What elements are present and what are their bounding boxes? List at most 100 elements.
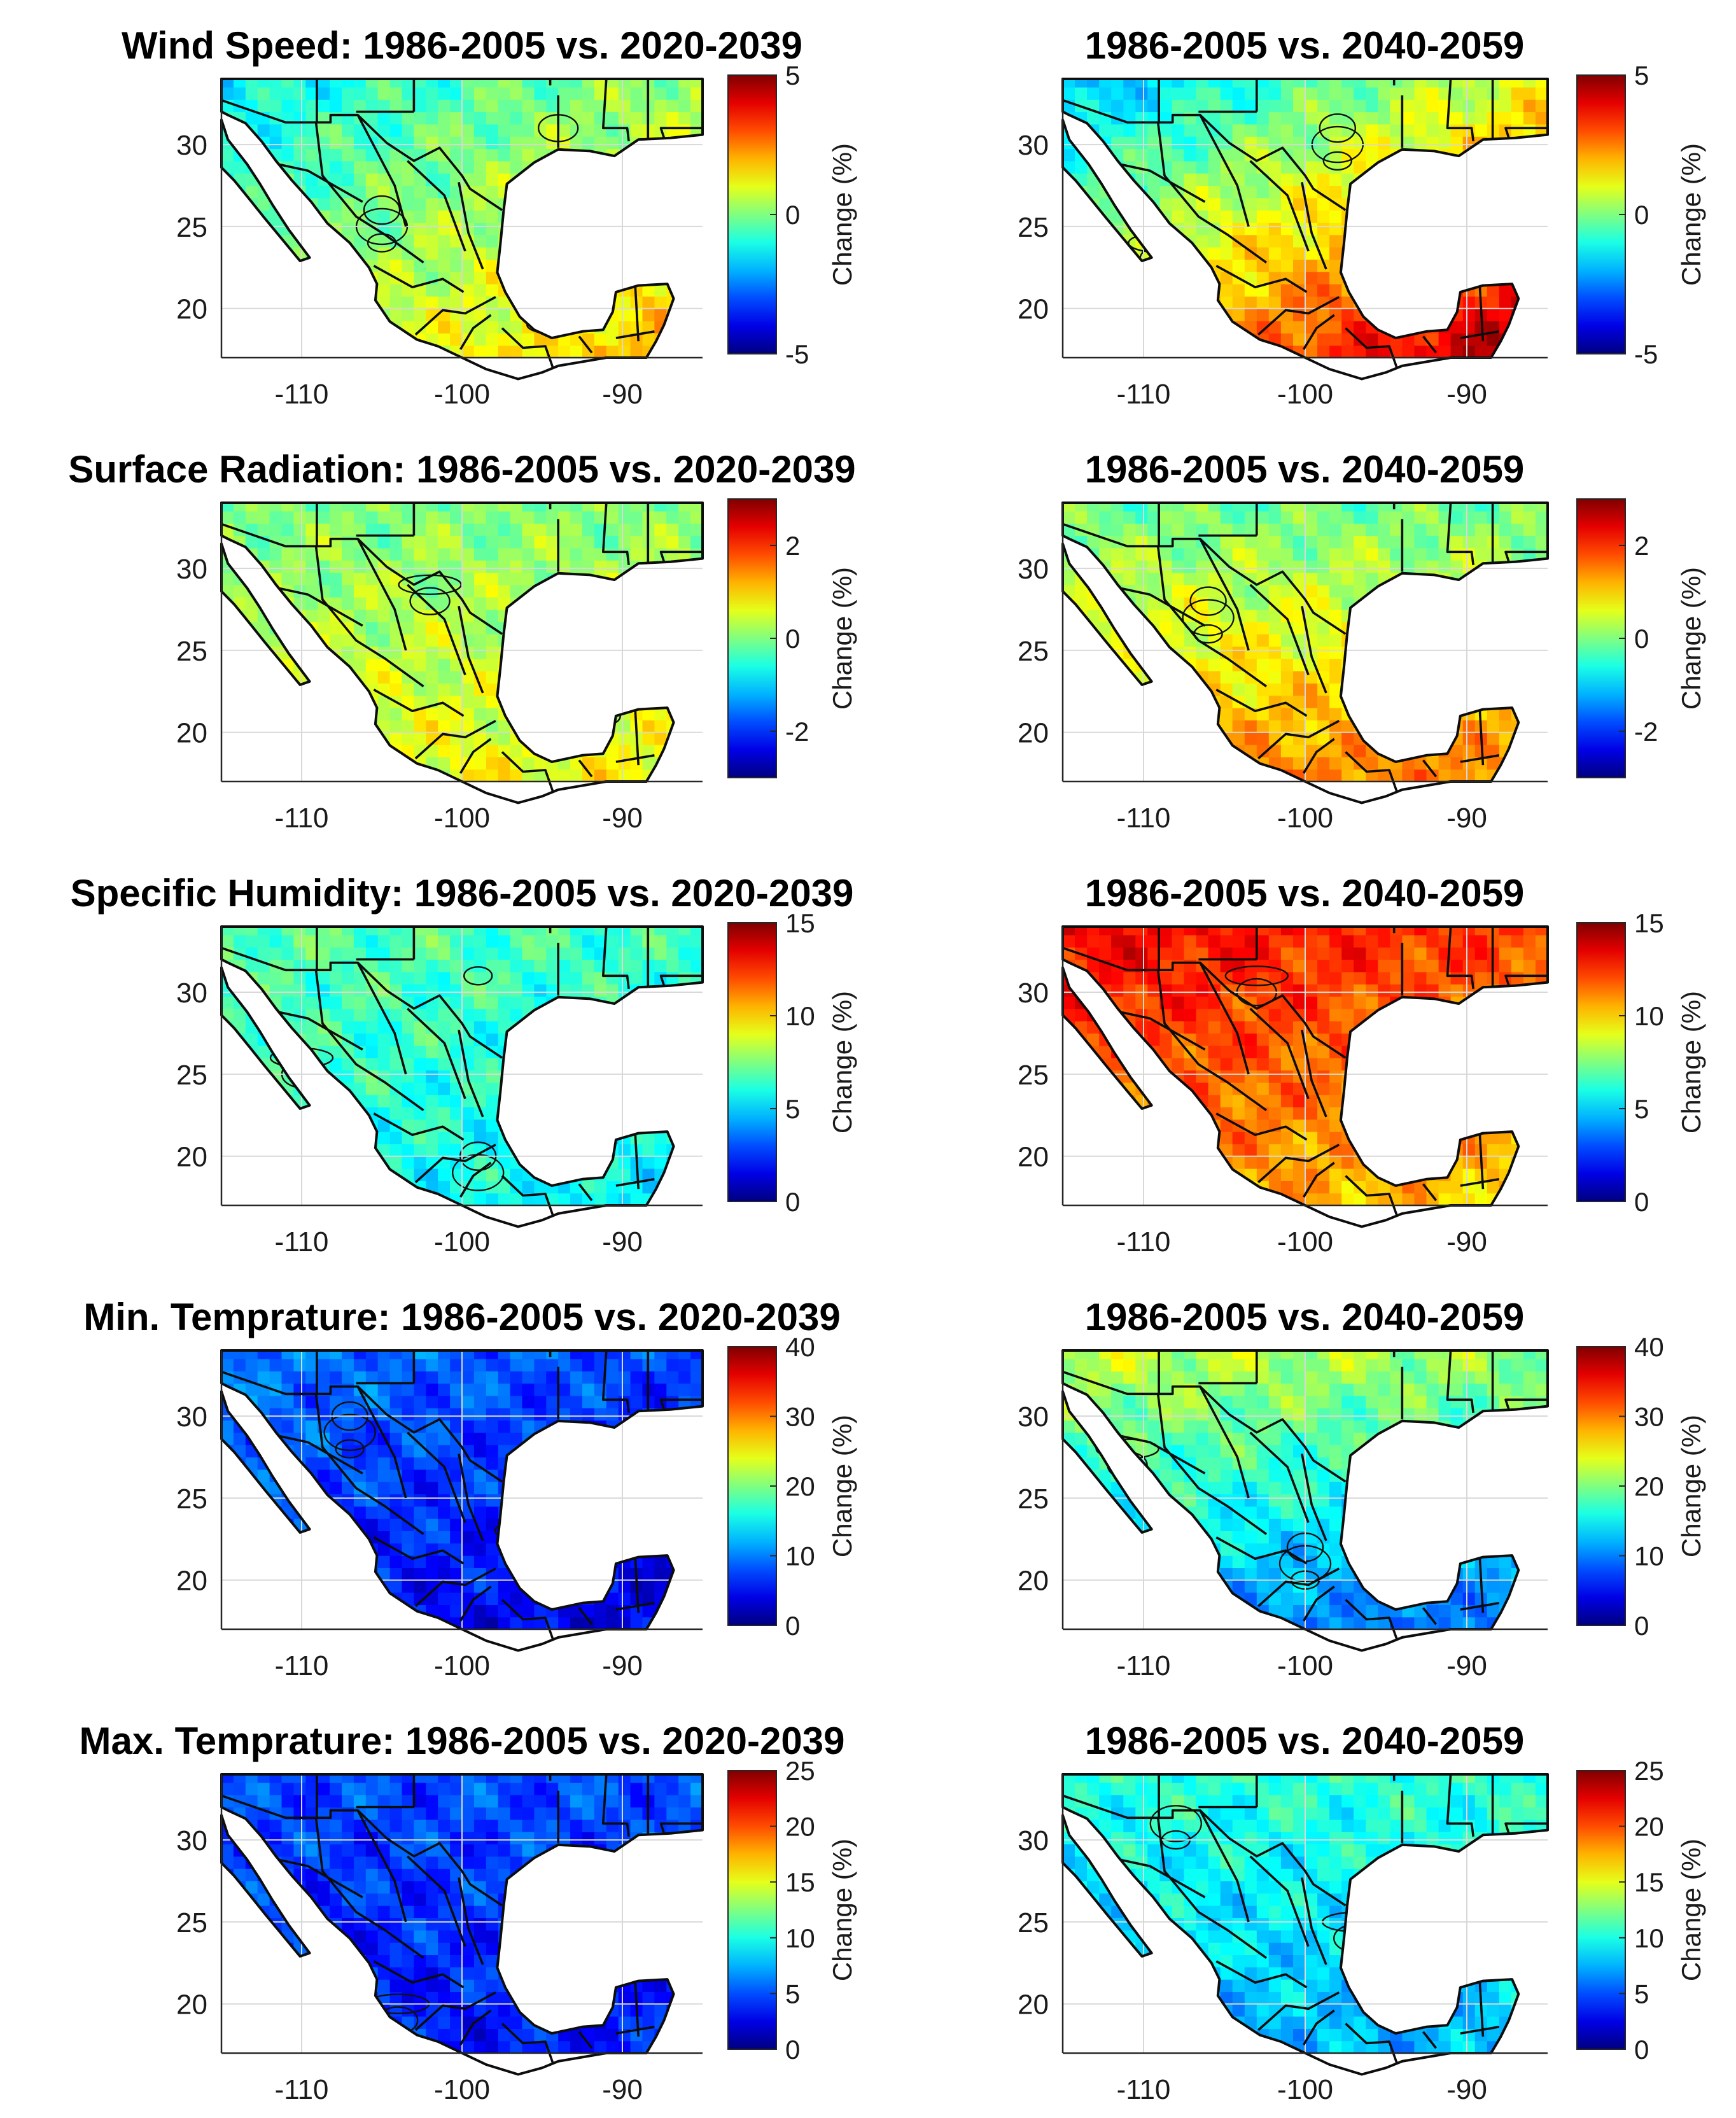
field-cell bbox=[462, 745, 475, 757]
field-cell bbox=[1280, 87, 1294, 100]
field-cell bbox=[654, 947, 667, 960]
field-cell bbox=[402, 547, 414, 561]
field-cell bbox=[1341, 99, 1354, 113]
field-cell bbox=[1499, 510, 1512, 524]
coastline-baja bbox=[220, 966, 311, 1110]
field-cell bbox=[1487, 321, 1500, 333]
field-cell bbox=[330, 87, 342, 100]
field-cell bbox=[1268, 560, 1282, 573]
field-cell bbox=[1280, 123, 1294, 137]
field-cell bbox=[1268, 210, 1282, 223]
field-cell bbox=[438, 1070, 451, 1083]
field-cell bbox=[402, 927, 414, 936]
field-cell bbox=[1280, 745, 1294, 757]
field-cell bbox=[606, 79, 619, 88]
field-cell bbox=[389, 1144, 403, 1157]
field-cell bbox=[486, 1119, 499, 1132]
field-cell bbox=[1438, 503, 1452, 512]
field-cell bbox=[365, 99, 379, 113]
field-cell bbox=[1208, 658, 1221, 671]
field-cell bbox=[1354, 160, 1366, 174]
colorbar-tick-label: 0 bbox=[1634, 624, 1649, 654]
field-cell bbox=[293, 934, 306, 948]
field-cell bbox=[486, 745, 499, 757]
field-cell bbox=[305, 947, 318, 960]
field-cell bbox=[414, 210, 426, 223]
field-cell bbox=[522, 572, 535, 586]
field-cell bbox=[1184, 197, 1197, 211]
field-cell bbox=[510, 984, 523, 997]
field-cell bbox=[1426, 79, 1439, 88]
field-cell bbox=[1293, 708, 1306, 720]
field-cell bbox=[1317, 634, 1330, 647]
field-cell bbox=[1280, 757, 1294, 770]
field-cell bbox=[293, 99, 306, 113]
field-cell bbox=[1256, 308, 1270, 321]
field-cell bbox=[606, 947, 619, 960]
field-cell bbox=[570, 971, 583, 985]
field-cell bbox=[1305, 560, 1318, 573]
field-cell bbox=[426, 1058, 438, 1070]
field-cell bbox=[1196, 99, 1209, 113]
field-cell bbox=[426, 111, 438, 125]
field-cell bbox=[377, 671, 391, 684]
field-cell bbox=[318, 160, 330, 174]
field-cell bbox=[1293, 671, 1306, 684]
field-cell bbox=[342, 160, 354, 174]
field-cell bbox=[1317, 708, 1330, 720]
field-cell bbox=[558, 87, 571, 100]
field-cell bbox=[1354, 745, 1366, 757]
field-cell bbox=[1196, 222, 1209, 235]
field-cell bbox=[1523, 523, 1536, 537]
field-cell bbox=[438, 927, 451, 936]
field-cell bbox=[1366, 111, 1378, 125]
field-cell bbox=[534, 547, 547, 561]
field-cell bbox=[1208, 510, 1221, 524]
field-cell bbox=[1390, 111, 1403, 125]
field-cell bbox=[377, 984, 391, 997]
field-cell bbox=[426, 523, 438, 537]
field-cell bbox=[654, 535, 667, 549]
field-cell bbox=[462, 523, 475, 537]
field-cell bbox=[1317, 769, 1330, 782]
colorbar bbox=[727, 922, 777, 1202]
field-cell bbox=[1111, 934, 1124, 948]
x-tick-label: -110 bbox=[275, 1226, 329, 1258]
field-cell bbox=[305, 523, 318, 537]
field-cell bbox=[582, 79, 595, 88]
field-cell bbox=[618, 510, 631, 524]
field-cell bbox=[1354, 111, 1366, 125]
field-cell bbox=[377, 284, 391, 297]
field-cell bbox=[1196, 523, 1209, 537]
field-cell bbox=[1135, 99, 1148, 113]
field-cell bbox=[1220, 136, 1233, 150]
field-cell bbox=[1159, 609, 1173, 622]
field-cell bbox=[1123, 136, 1136, 150]
field-cell bbox=[377, 1095, 391, 1107]
x-tick-label: -110 bbox=[275, 803, 329, 834]
field-cell bbox=[1366, 99, 1378, 113]
field-cell bbox=[594, 934, 607, 948]
field-cell bbox=[281, 510, 294, 524]
field-cell bbox=[1232, 160, 1245, 174]
field-cell bbox=[353, 646, 367, 659]
field-cell bbox=[1208, 247, 1221, 260]
field-cell bbox=[414, 123, 426, 137]
field-cell bbox=[1268, 708, 1282, 720]
field-cell bbox=[414, 136, 426, 150]
field-cell bbox=[594, 1181, 607, 1194]
colorbar-label: Change (%) bbox=[1676, 567, 1706, 710]
field-cell bbox=[1438, 510, 1452, 524]
field-cell bbox=[450, 1119, 463, 1132]
field-cell bbox=[438, 185, 451, 199]
field-cell bbox=[438, 634, 451, 647]
field-cell bbox=[450, 510, 463, 524]
field-cell bbox=[1111, 99, 1124, 113]
field-cell bbox=[1208, 99, 1221, 113]
field-cell bbox=[389, 503, 403, 512]
field-cell bbox=[365, 523, 379, 537]
field-cell bbox=[233, 934, 246, 948]
field-cell bbox=[462, 996, 475, 1009]
field-cell bbox=[1535, 99, 1548, 113]
